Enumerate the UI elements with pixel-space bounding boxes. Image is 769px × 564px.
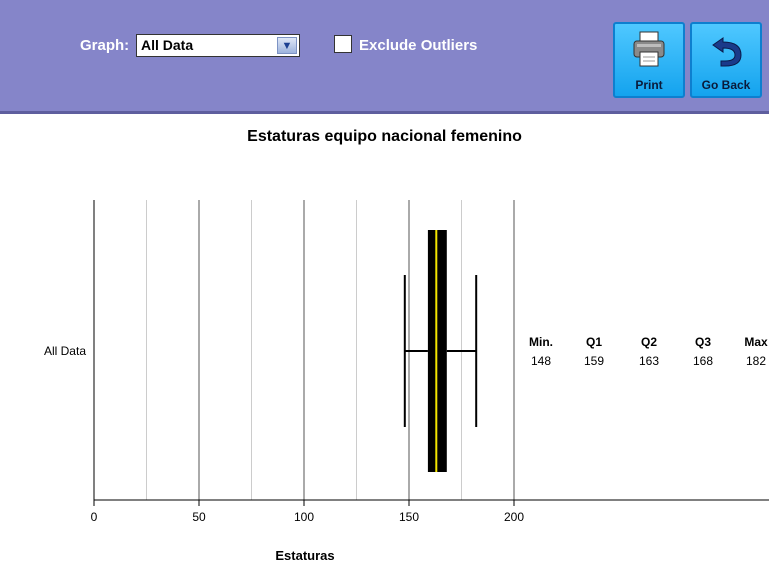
stats-table: Min. 148 Q1 159 Q2 163 Q3 168 Max 182 [529, 335, 768, 368]
toolbar: Graph: All Data ▼ Exclude Outliers Print… [0, 0, 769, 114]
x-tick-label: 50 [192, 510, 206, 524]
stats-header: Min. [529, 335, 553, 349]
box-plot [403, 230, 478, 472]
x-tick-label: 0 [91, 510, 98, 524]
stats-value: 182 [746, 354, 766, 368]
stats-value: 168 [693, 354, 713, 368]
go-back-label: Go Back [701, 78, 751, 92]
go-back-button[interactable]: Go Back [690, 22, 762, 98]
graph-select[interactable]: All Data ▼ [136, 34, 300, 57]
x-tick-label: 200 [504, 510, 524, 524]
stats-header: Max [744, 335, 768, 349]
stats-value: 163 [639, 354, 659, 368]
stats-header: Q3 [695, 335, 711, 349]
category-label: All Data [44, 344, 86, 358]
stats-value: 159 [584, 354, 604, 368]
exclude-outliers-checkbox[interactable] [334, 35, 352, 53]
printer-icon [633, 31, 665, 67]
print-button[interactable]: Print [613, 22, 685, 98]
exclude-outliers-label[interactable]: Exclude Outliers [359, 37, 478, 54]
chart-title: Estaturas equipo nacional femenino [247, 128, 522, 145]
x-tick-label: 150 [399, 510, 419, 524]
chevron-down-icon[interactable]: ▼ [277, 37, 297, 54]
print-label: Print [635, 78, 663, 92]
undo-arrow-icon [712, 37, 742, 67]
stats-value: 148 [531, 354, 551, 368]
axes: 0 50 100 150 200 All Data [44, 200, 769, 524]
x-tick-label: 100 [294, 510, 314, 524]
x-axis-label: Estaturas [275, 548, 335, 563]
stats-header: Q1 [586, 335, 602, 349]
graph-label: Graph: [80, 37, 130, 54]
stats-header: Q2 [641, 335, 657, 349]
boxplot-chart: 0 50 100 150 200 All Data Min. 148 Q1 159 Q2 163 Q3… [44, 200, 769, 524]
graph-select-value: All Data [141, 37, 194, 53]
iqr-box [427, 230, 447, 472]
